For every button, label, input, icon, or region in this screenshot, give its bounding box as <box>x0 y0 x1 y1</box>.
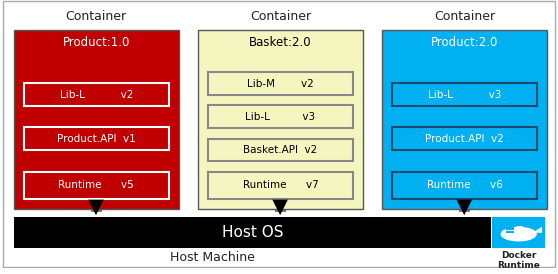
FancyBboxPatch shape <box>382 30 547 209</box>
FancyBboxPatch shape <box>198 30 363 209</box>
Ellipse shape <box>501 227 537 241</box>
Text: Basket:2.0: Basket:2.0 <box>249 36 312 49</box>
FancyBboxPatch shape <box>492 217 545 248</box>
FancyBboxPatch shape <box>208 172 353 199</box>
Text: Lib-M        v2: Lib-M v2 <box>247 79 314 89</box>
FancyBboxPatch shape <box>208 139 353 161</box>
Text: Basket.API  v2: Basket.API v2 <box>243 145 318 155</box>
Text: Product:1.0: Product:1.0 <box>62 36 130 49</box>
FancyBboxPatch shape <box>14 217 491 248</box>
Polygon shape <box>532 227 542 233</box>
FancyBboxPatch shape <box>208 72 353 95</box>
Text: Product.API  v2: Product.API v2 <box>425 134 504 144</box>
Text: Runtime      v7: Runtime v7 <box>243 180 318 190</box>
Text: Lib-L           v3: Lib-L v3 <box>428 90 501 99</box>
Text: Container: Container <box>250 10 311 23</box>
Text: Container: Container <box>434 10 495 23</box>
Text: Container: Container <box>66 10 127 23</box>
FancyBboxPatch shape <box>24 127 169 150</box>
Text: ▬
▬▬: ▬ ▬▬ <box>512 223 526 239</box>
FancyBboxPatch shape <box>507 231 513 233</box>
FancyBboxPatch shape <box>507 224 513 226</box>
Text: Lib-L           v2: Lib-L v2 <box>60 90 133 99</box>
Text: Host Machine: Host Machine <box>170 251 254 264</box>
Text: Runtime      v5: Runtime v5 <box>59 180 134 190</box>
FancyBboxPatch shape <box>392 83 537 106</box>
Text: Docker
Runtime: Docker Runtime <box>497 251 540 270</box>
FancyBboxPatch shape <box>507 227 513 230</box>
Text: Host OS: Host OS <box>222 225 283 240</box>
FancyBboxPatch shape <box>392 127 537 150</box>
Text: Lib-L          v3: Lib-L v3 <box>246 112 315 122</box>
FancyBboxPatch shape <box>208 105 353 128</box>
FancyBboxPatch shape <box>24 83 169 106</box>
FancyBboxPatch shape <box>392 172 537 199</box>
FancyBboxPatch shape <box>3 1 555 267</box>
Text: Product.API  v1: Product.API v1 <box>57 134 136 144</box>
Text: Runtime      v6: Runtime v6 <box>427 180 502 190</box>
Text: Product:2.0: Product:2.0 <box>431 36 498 49</box>
FancyBboxPatch shape <box>24 172 169 199</box>
FancyBboxPatch shape <box>14 30 179 209</box>
